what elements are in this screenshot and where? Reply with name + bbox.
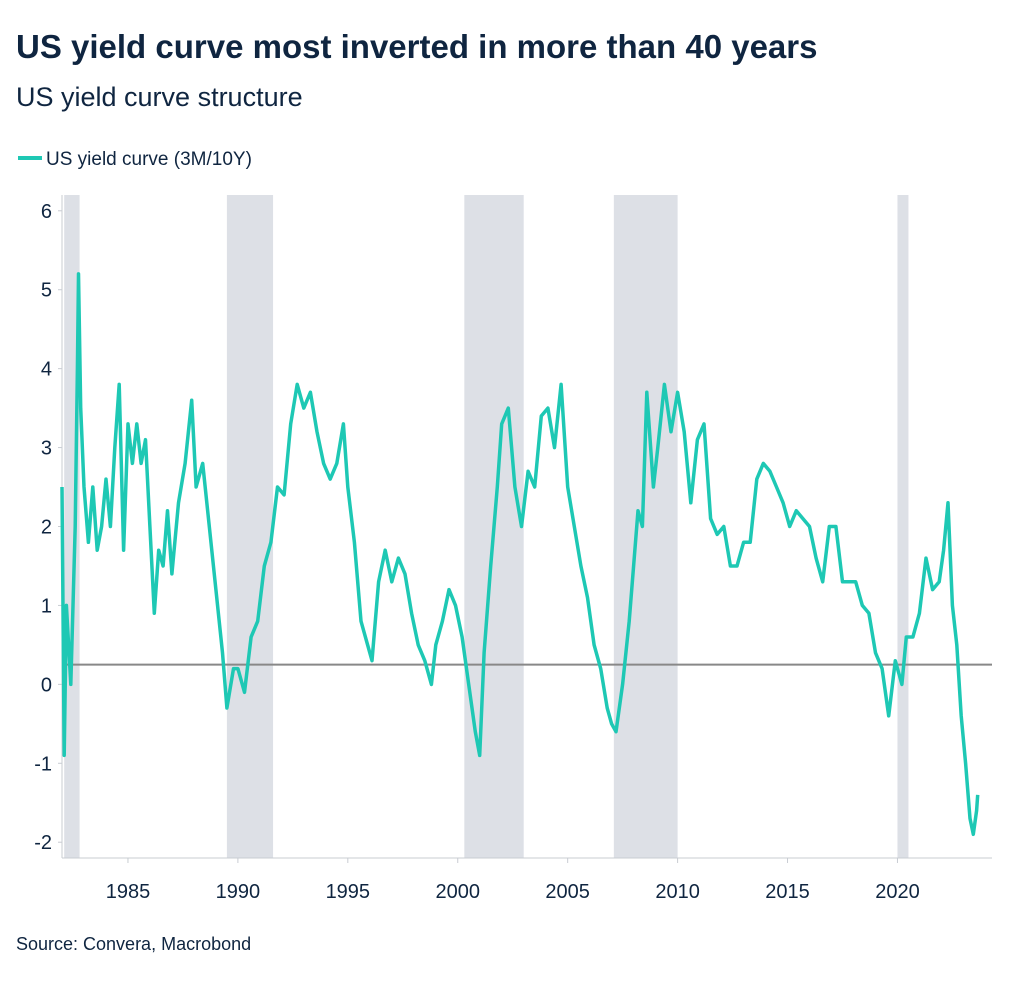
x-tick-label: 1985	[106, 881, 151, 903]
recession-band	[897, 195, 909, 858]
y-tick-label: 4	[41, 359, 52, 381]
recession-band	[226, 195, 274, 858]
y-tick-label: 3	[41, 438, 52, 460]
y-tick-label: 6	[41, 201, 52, 223]
x-tick-label: 1995	[326, 881, 371, 903]
data-line	[60, 272, 980, 837]
x-tick-label: 2005	[545, 881, 590, 903]
chart-subtitle: US yield curve structure	[16, 82, 303, 112]
y-tick-label: -2	[34, 832, 52, 854]
legend-label: US yield curve (3M/10Y)	[46, 149, 252, 170]
x-tick-label: 1990	[216, 881, 261, 903]
chart-title: US yield curve most inverted in more tha…	[16, 28, 817, 65]
x-tick-label: 2015	[765, 881, 810, 903]
y-tick-label: 5	[41, 280, 52, 302]
y-tick-label: 2	[41, 517, 52, 539]
x-tick-label: 2000	[435, 881, 480, 903]
source-note: Source: Convera, Macrobond	[16, 934, 251, 954]
y-tick-label: 0	[41, 674, 52, 696]
x-tick-label: 2010	[655, 881, 700, 903]
y-tick-label: -1	[34, 753, 52, 775]
x-tick-label: 2020	[875, 881, 920, 903]
y-tick-label: 1	[41, 595, 52, 617]
recession-band	[613, 195, 678, 858]
